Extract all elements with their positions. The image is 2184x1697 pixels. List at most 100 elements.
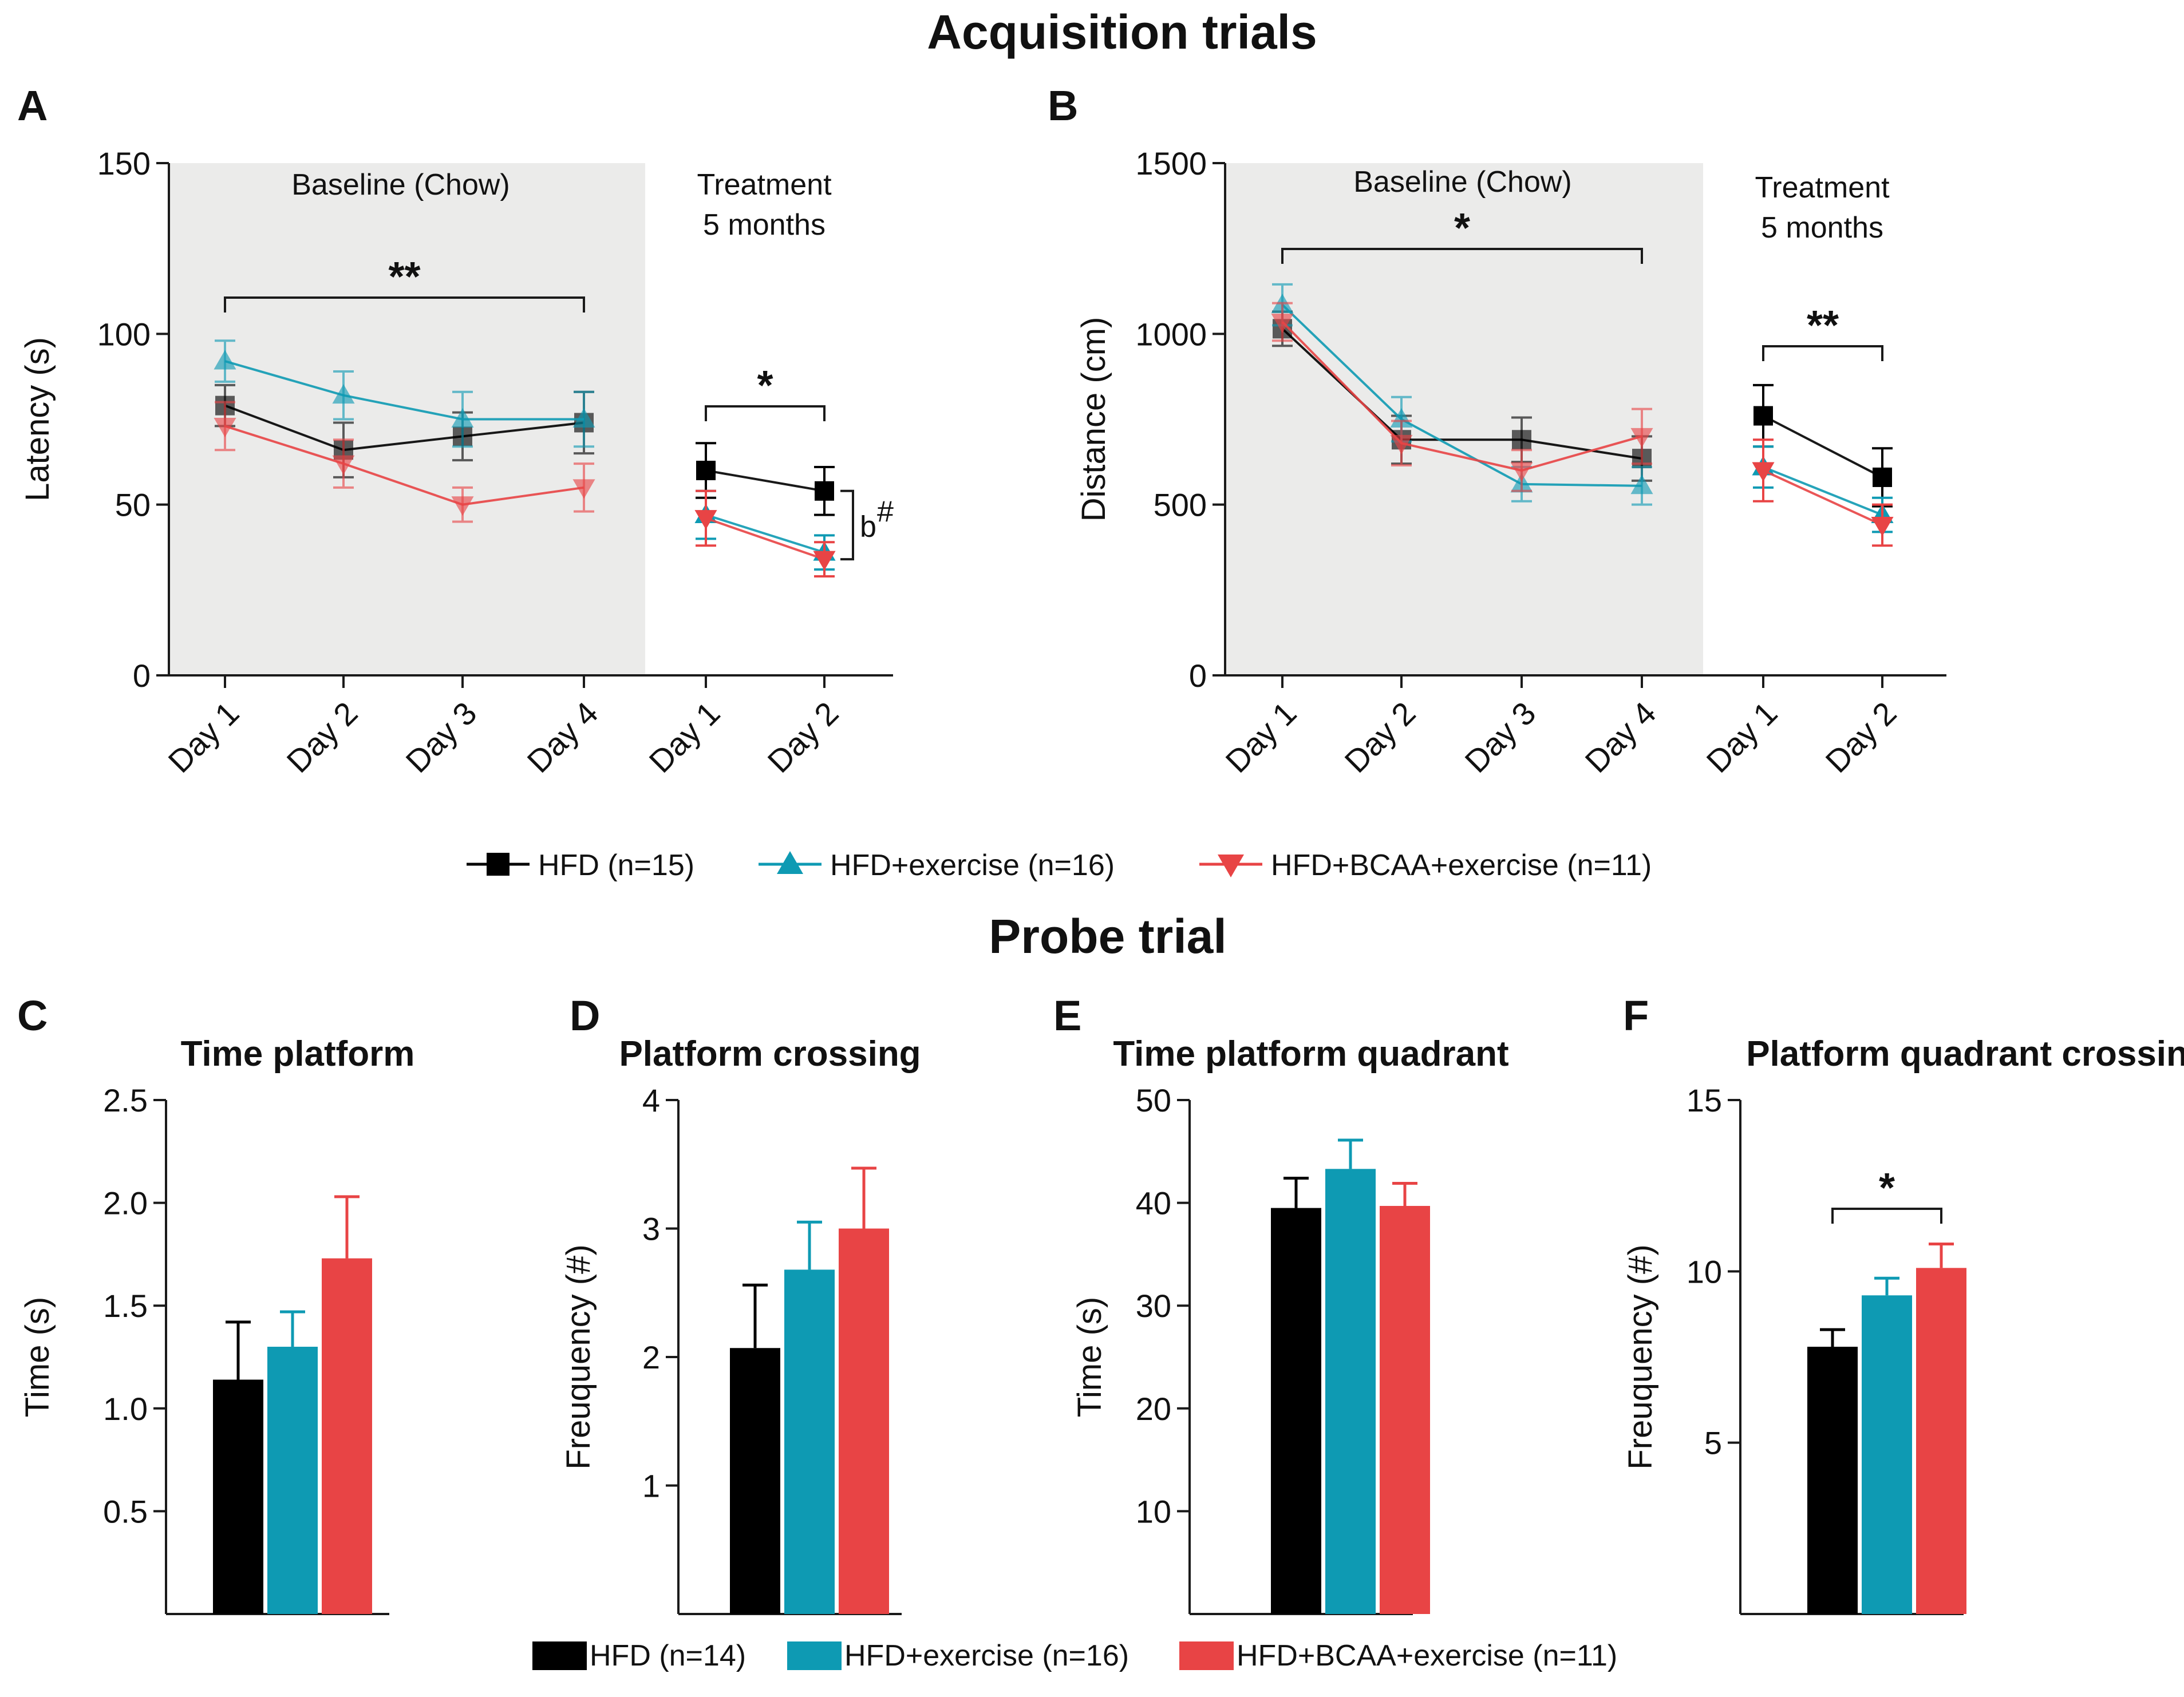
data-point <box>214 350 236 370</box>
y-tick-label: 100 <box>97 316 151 352</box>
x-tick-label: Day 1 <box>161 695 246 780</box>
bar <box>1380 1205 1430 1614</box>
bar <box>1271 1208 1321 1614</box>
treatment-duration-label: 5 months <box>703 208 826 242</box>
legend-label: HFD (n=15) <box>538 849 694 882</box>
legend-label: HFD+BCAA+exercise (n=11) <box>1237 1639 1617 1672</box>
y-tick-label: 2.0 <box>103 1185 148 1221</box>
bar <box>730 1348 780 1614</box>
significance-bracket <box>705 405 826 421</box>
line-chart-legend: HFD (n=15) HFD+exercise (n=16) HFD+BCAA+ex… <box>467 849 1652 882</box>
y-tick-label: 50 <box>1136 1082 1171 1118</box>
data-point <box>332 455 355 475</box>
legend-marker <box>777 851 803 874</box>
data-point <box>1752 462 1775 482</box>
series-line <box>705 513 825 554</box>
x-tick-label: Day 3 <box>1458 695 1542 780</box>
x-tick-label: Day 2 <box>279 695 364 780</box>
baseline-label: Baseline (Chow) <box>1353 165 1572 199</box>
x-tick-label: Day 4 <box>1578 695 1662 780</box>
panel-e: E Time platform quadrant 10 20 30 40 50 Time (s… <box>1053 992 1509 1615</box>
legend-item: HFD+BCAA+exercise (n=11) <box>1179 1639 1617 1672</box>
data-point <box>1271 314 1294 333</box>
error-bar <box>280 1310 305 1347</box>
bar <box>1807 1347 1858 1614</box>
chart-title: Time platform <box>181 1034 415 1074</box>
series-line <box>1763 466 1883 516</box>
chart-title: Platform quadrant crossing <box>1746 1034 2184 1074</box>
series-line <box>1763 469 1883 527</box>
series-line <box>1281 304 1642 487</box>
data-point <box>214 417 236 437</box>
bar <box>1325 1169 1376 1614</box>
error-bar <box>1392 1181 1417 1206</box>
series-line <box>224 404 584 452</box>
data-point <box>1630 428 1653 448</box>
panel-d: D Platform crossing 1 2 3 4 Freuquency (#) <box>560 992 921 1615</box>
significance-bracket <box>1281 248 1643 264</box>
data-point <box>1390 408 1413 428</box>
legend-item: HFD (n=15) <box>467 849 694 882</box>
y-tick-label: 15 <box>1687 1082 1722 1118</box>
error-bar <box>1338 1138 1363 1169</box>
y-tick-label: 40 <box>1136 1185 1171 1221</box>
legend-item: HFD (n=14) <box>532 1639 746 1672</box>
panel-b: B Baseline (Chow) Treatment 5 months 0 500 100… <box>1048 82 1946 780</box>
data-point <box>815 481 834 501</box>
data-point <box>1510 462 1533 482</box>
y-tick-label: 1000 <box>1135 316 1207 352</box>
y-tick-label: 4 <box>642 1082 660 1118</box>
y-tick-label: 1500 <box>1135 145 1207 181</box>
legend-item: HFD+BCAA+exercise (n=11) <box>1199 849 1652 882</box>
data-point <box>332 384 355 404</box>
series-line <box>705 469 825 492</box>
y-tick-label: 10 <box>1136 1493 1171 1529</box>
legend-item: HFD+exercise (n=16) <box>759 849 1115 882</box>
data-point <box>1390 434 1413 454</box>
bar <box>322 1258 372 1614</box>
x-tick-label: Day 3 <box>398 695 483 780</box>
bar-chart-legend: HFD (n=14) HFD+exercise (n=16) HFD+BCAA+ex… <box>532 1639 1617 1672</box>
y-tick-label: 5 <box>1704 1425 1722 1461</box>
panel-letter: D <box>570 992 600 1039</box>
bar <box>213 1379 263 1614</box>
y-axis-label: Freuquency (#) <box>560 1244 597 1469</box>
panel-a: A Baseline (Chow) Treatment 5 months 0 50 100 1… <box>17 82 894 780</box>
significance-marker: * <box>757 363 773 409</box>
treatment-label: Treatment <box>697 168 832 201</box>
y-tick-label: 30 <box>1136 1288 1171 1324</box>
error-bar <box>743 1283 768 1348</box>
series-hfd-bcaa-exercise <box>214 401 836 577</box>
chart-title: Time platform quadrant <box>1113 1034 1508 1074</box>
x-tick-label: Day 4 <box>520 695 605 780</box>
y-tick-label: 20 <box>1136 1391 1171 1427</box>
legend-marker <box>487 853 510 876</box>
legend-label: HFD+BCAA+exercise (n=11) <box>1271 849 1652 882</box>
data-point <box>451 408 474 428</box>
treatment-duration-label: 5 months <box>1761 211 1883 244</box>
panel-c: C Time platform 0.5 1.0 1.5 2.0 2.5 Time (s) <box>17 992 415 1615</box>
y-axis-label: Time (s) <box>19 1297 56 1417</box>
panel-letter: F <box>1623 992 1649 1039</box>
bar <box>1862 1295 1912 1614</box>
error-bar <box>1820 1328 1845 1347</box>
panel-letter: E <box>1053 992 1081 1039</box>
acquisition-title: Acquisition trials <box>927 5 1317 59</box>
x-tick-label: Day 1 <box>642 695 726 780</box>
error-bar <box>797 1220 822 1270</box>
data-point <box>1753 406 1773 426</box>
group-annotation-superscript: # <box>877 495 894 528</box>
panel-letter: A <box>17 82 48 129</box>
data-point <box>1871 517 1894 537</box>
y-tick-label: 1 <box>642 1468 660 1504</box>
x-tick-label: Day 2 <box>1337 695 1422 780</box>
legend-label: HFD+exercise (n=16) <box>830 849 1115 882</box>
significance-marker: ** <box>1807 303 1839 349</box>
data-point <box>1873 467 1892 487</box>
y-axis-label: Distance (cm) <box>1075 317 1112 522</box>
y-tick-label: 150 <box>97 145 151 181</box>
significance-marker: * <box>1879 1165 1895 1211</box>
bar <box>784 1269 835 1614</box>
